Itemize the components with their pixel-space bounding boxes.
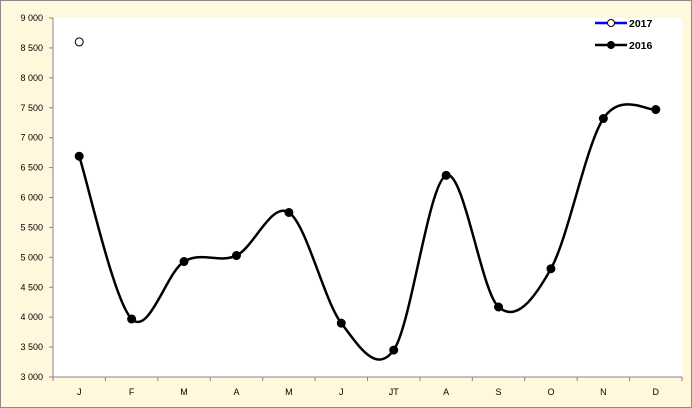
x-axis: J F M A M J JT A S O N D <box>52 376 683 397</box>
y-tick-label: 6 500 <box>20 163 43 173</box>
data-point-2016 <box>74 151 84 161</box>
series-line-2016 <box>78 103 656 361</box>
x-tick-label: JT <box>389 387 400 397</box>
y-tick-label: 8 000 <box>20 73 43 83</box>
x-tick-label: F <box>129 387 135 397</box>
y-tick-label: 7 000 <box>20 133 43 143</box>
y-tick-label: 4 500 <box>20 282 43 292</box>
x-tick-label: A <box>233 387 239 397</box>
y-tick-label: 5 500 <box>20 222 43 232</box>
legend-marker-2016 <box>607 41 615 49</box>
data-point-2016 <box>336 318 346 328</box>
x-tick-label: M <box>180 387 188 397</box>
x-tick-label: O <box>547 387 554 397</box>
series-layer <box>74 37 661 361</box>
x-tick-label: M <box>285 387 293 397</box>
y-tick-label: 4 000 <box>20 312 43 322</box>
x-tick-label: J <box>77 387 82 397</box>
data-point-2016 <box>284 207 294 217</box>
data-point-2016 <box>494 302 504 312</box>
data-point-2016 <box>231 251 241 261</box>
data-point-2016 <box>546 264 556 274</box>
plot-background <box>53 18 682 377</box>
y-tick-label: 6 000 <box>20 193 43 203</box>
legend-label-2016: 2016 <box>629 40 653 52</box>
y-tick-label: 5 000 <box>20 252 43 262</box>
x-tick-label: S <box>496 387 502 397</box>
x-tick-label: N <box>600 387 607 397</box>
plot-area <box>53 18 682 377</box>
y-tick-label: 3 500 <box>20 342 43 352</box>
data-point-2016 <box>441 170 451 180</box>
y-tick-label: 3 000 <box>20 372 43 382</box>
legend: 2017 2016 <box>595 18 653 52</box>
data-point-2017 <box>74 37 84 47</box>
data-point-2016 <box>127 314 137 324</box>
y-tick-label: 9 000 <box>20 13 43 23</box>
legend-marker-2017 <box>607 19 615 27</box>
x-tick-label: J <box>339 387 344 397</box>
data-point-2016 <box>389 345 399 355</box>
data-point-2016 <box>179 257 189 267</box>
y-tick-label: 8 500 <box>20 43 43 53</box>
data-point-2016 <box>651 105 661 115</box>
x-tick-label: D <box>653 387 660 397</box>
y-axis: 3 000 3 500 4 000 4 500 5 000 5 500 6 000 6 500… <box>20 13 54 382</box>
legend-label-2017: 2017 <box>629 18 653 30</box>
data-point-2016 <box>598 114 608 124</box>
y-tick-label: 7 500 <box>20 103 43 113</box>
x-tick-label: A <box>443 387 449 397</box>
